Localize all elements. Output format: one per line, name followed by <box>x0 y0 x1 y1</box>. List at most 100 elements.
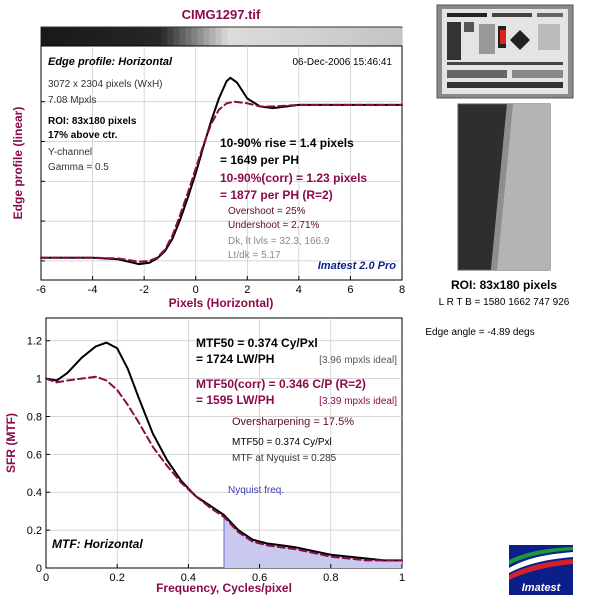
rise-per-ph: = 1649 per PH <box>220 153 299 167</box>
edge-x-axis-label: Pixels (Horizontal) <box>169 296 274 310</box>
mtf-heading: MTF: Horizontal <box>52 537 143 551</box>
gradient-cell <box>71 27 78 46</box>
gradient-cell <box>149 27 156 46</box>
gradient-cell <box>155 27 162 46</box>
gradient-cell <box>53 27 60 46</box>
gradient-cell <box>359 27 367 46</box>
gradient-cell <box>245 27 253 46</box>
thumbnail-block <box>464 22 474 32</box>
gradient-cell <box>203 27 211 46</box>
gradient-cell <box>257 27 265 46</box>
edge-profile-corrected-line <box>40 100 403 263</box>
thumbnail-chart-bg <box>442 9 568 94</box>
edge-grid <box>41 46 402 280</box>
gradient-cell <box>221 27 229 46</box>
gradient-cell <box>89 27 96 46</box>
mtf-y-tick-label: 0 <box>36 563 42 575</box>
gradient-cell <box>227 27 235 46</box>
gradient-cell <box>191 27 199 46</box>
thumbnail-diamond <box>510 30 530 50</box>
mtf-series <box>45 341 403 562</box>
figure-title: CIMG1297.tif <box>182 7 261 22</box>
rise-result: 10-90% rise = 1.4 pixels <box>220 136 354 150</box>
edge-timestamp: 06-Dec-2006 15:46:41 <box>292 57 392 68</box>
edge-series <box>40 76 403 266</box>
edge-plot-area <box>40 45 403 281</box>
nyquist-shaded-area <box>224 515 402 568</box>
mtf50-ideal: [3.96 mpxls ideal] <box>319 355 397 366</box>
logo-white-stripe <box>509 552 573 573</box>
thumbnail-bar <box>447 62 563 65</box>
edge-heading: Edge profile: Horizontal <box>48 56 173 68</box>
mtf-y-axis-label: SFR (MTF) <box>4 413 18 473</box>
gamma: Gamma = 0.5 <box>48 162 109 173</box>
gradient-cell <box>59 27 66 46</box>
gradient-cell <box>371 27 379 46</box>
mtf-at-nyquist: MTF at Nyquist = 0.285 <box>232 453 337 464</box>
rise-corr-result: 10-90%(corr) = 1.23 pixels <box>220 171 367 185</box>
mtf-y-tick-label: 1 <box>36 374 42 386</box>
gradient-cell <box>77 27 84 46</box>
gradient-cell <box>143 27 150 46</box>
channel: Y-channel <box>48 147 92 158</box>
nyquist-label: Nyquist freq. <box>228 485 284 496</box>
mtf-x-tick-label: 0.4 <box>181 572 196 584</box>
gradient-cell <box>83 27 90 46</box>
gradient-cell <box>365 27 373 46</box>
mtf-x-tick-label: 0 <box>43 572 49 584</box>
edge-x-tick-label: -4 <box>88 284 98 296</box>
gradient-cell <box>233 27 241 46</box>
gradient-cell <box>47 27 54 46</box>
gradient-cell <box>125 27 132 46</box>
gradient-cell <box>263 27 271 46</box>
roi-size: ROI: 83x180 pixels <box>48 116 137 127</box>
roi-position: 17% above ctr. <box>48 130 118 141</box>
gradient-cell <box>251 27 259 46</box>
edge-x-ticks: -6 -4 -2 0 2 4 6 8 <box>36 101 405 296</box>
brand-label: Imatest 2.0 Pro <box>318 260 397 272</box>
gradient-cell <box>389 27 397 46</box>
gradient-cell <box>293 27 301 46</box>
mtf-x-tick-label: 0.6 <box>252 572 267 584</box>
mtf-y-tick-label: 0.4 <box>27 487 42 499</box>
mtf-x-tick-label: 0.2 <box>110 572 125 584</box>
mtf-line <box>45 341 403 562</box>
roi-crop-image <box>457 103 551 271</box>
mtf50-repeat: MTF50 = 0.374 Cy/Pxl <box>232 437 332 448</box>
gradient-cell <box>197 27 205 46</box>
gradient-cell <box>167 27 174 46</box>
gradient-cell <box>275 27 283 46</box>
thumbnail-bar <box>447 70 507 78</box>
gradient-cell <box>95 27 102 46</box>
gradient-cell <box>239 27 247 46</box>
gradient-cell <box>161 27 168 46</box>
mtf50-corr-result: MTF50(corr) = 0.346 C/P (R=2) <box>196 377 366 391</box>
edge-x-tick-label: -6 <box>36 284 46 296</box>
logo-text: Imatest <box>522 582 562 594</box>
gradient-cell <box>281 27 289 46</box>
thumbnail-bar <box>537 13 563 17</box>
mtf-x-axis-label: Frequency, Cycles/pixel <box>156 581 292 595</box>
gradient-cell <box>269 27 277 46</box>
gradient-cell <box>185 27 193 46</box>
light-dark-ratio: Lt/dk = 5.17 <box>228 250 281 261</box>
gradient-cell <box>113 27 120 46</box>
thumbnail-roi-marker <box>500 30 506 44</box>
gradient-cell <box>353 27 361 46</box>
thumbnail-bar <box>447 13 487 17</box>
gradient-cell <box>209 27 217 46</box>
mtf50-lwph: = 1724 LW/PH <box>196 352 274 366</box>
thumbnail-block <box>447 22 461 60</box>
edge-x-tick-label: 0 <box>193 284 199 296</box>
gradient-cell <box>299 27 307 46</box>
gradient-cell <box>173 27 180 46</box>
imatest-logo: Imatest <box>509 545 573 595</box>
edge-x-tick-label: -2 <box>139 284 149 296</box>
mtf-x-tick-label: 0.8 <box>323 572 338 584</box>
mtf-y-tick-label: 0.8 <box>27 411 42 423</box>
logo-red-stripe <box>509 559 573 580</box>
gradient-cell <box>395 27 403 46</box>
gradient-cell <box>323 27 331 46</box>
mtf50-result: MTF50 = 0.374 Cy/Pxl <box>196 336 318 350</box>
